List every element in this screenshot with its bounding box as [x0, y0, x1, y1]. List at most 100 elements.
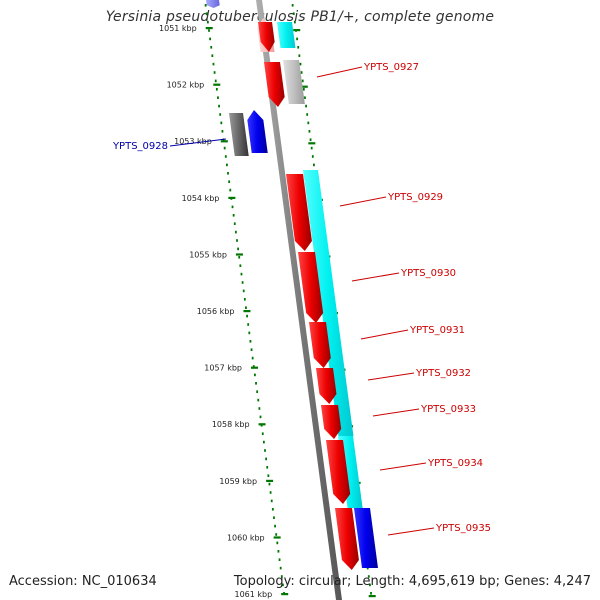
tick-dots-right	[292, 12, 295, 15]
label-leader-line	[351, 272, 400, 282]
kbp-tick-left	[266, 479, 274, 482]
tick-dots-right	[300, 71, 303, 74]
gene-arrow-YPTS_0935[interactable]	[335, 508, 359, 570]
gene-block-gray-0927[interactable]	[283, 60, 305, 104]
label-leader-line	[169, 138, 227, 147]
tick-dots-left	[270, 499, 273, 503]
label-leader-line	[367, 372, 415, 381]
gene-label-ypts_0935[interactable]: YPTS_0935	[435, 523, 491, 534]
gene-label-ypts_0934[interactable]: YPTS_0934	[427, 458, 483, 469]
tick-dots-right	[296, 37, 299, 41]
tick-dots-left	[205, 12, 208, 15]
tick-dots-right	[313, 163, 315, 167]
tick-dots-left	[218, 104, 220, 108]
tick-dots-left	[240, 272, 243, 276]
kbp-tick-left	[228, 196, 236, 199]
gene-label-ypts_0933[interactable]: YPTS_0933	[420, 404, 476, 415]
gene-arrow-YPTS_0930[interactable]	[298, 252, 324, 323]
gene-label-ypts_0928[interactable]: YPTS_0928	[112, 141, 168, 152]
tick-dots-right	[299, 62, 302, 66]
gene-arrow-YPTS_0932[interactable]	[316, 368, 337, 404]
label-leader-line	[339, 196, 387, 207]
tick-dots-left	[259, 415, 262, 419]
kbp-tick-right	[308, 142, 316, 145]
tick-dots-left	[239, 264, 242, 267]
kbp-tick-left	[251, 366, 259, 369]
tick-dots-left	[271, 508, 274, 511]
tick-dots-left	[241, 281, 244, 284]
tick-dots-left	[246, 314, 248, 318]
tick-dots-left	[229, 188, 232, 192]
gene-arrow-top-red[interactable]	[258, 22, 275, 52]
tick-dots-left	[264, 449, 266, 452]
tick-dots-left	[227, 172, 229, 175]
tick-dots-left	[237, 247, 240, 251]
gene-block-top-cyan[interactable]	[277, 22, 296, 48]
gene-labels[interactable]: YPTS_0927 YPTS_0928 YPTS_0929 YPTS_0930 YPTS…	[112, 62, 491, 534]
gene-arrow-YPTS_0933[interactable]	[321, 405, 342, 439]
tick-dots-right	[307, 121, 310, 125]
gene-arrow-partial-top[interactable]	[206, 0, 220, 8]
tick-dots-right	[308, 130, 311, 133]
tick-dots-left	[234, 230, 237, 234]
gene-arrow-YPTS_0928[interactable]	[247, 110, 268, 153]
kbp-label: 1057 kbp	[204, 364, 242, 373]
kbp-label: 1054 kbp	[182, 194, 220, 203]
tick-dots-left	[251, 356, 254, 360]
genome-stats-text: Topology: circular; Length: 4,695,619 bp…	[233, 574, 591, 589]
gene-label-ypts_0929[interactable]: YPTS_0929	[387, 192, 443, 203]
tick-dots-left	[236, 239, 238, 242]
kbp-label: 1060 kbp	[227, 533, 265, 542]
tick-dots-left	[215, 88, 218, 91]
kbp-tick-right	[293, 29, 301, 32]
tick-dots-left	[269, 491, 272, 494]
tick-dots-right	[311, 155, 314, 158]
gene-arrow-YPTS_0927[interactable]	[264, 62, 285, 107]
tick-dots-left	[282, 583, 284, 587]
kbp-tick-right	[368, 595, 376, 598]
label-leader-line	[360, 329, 409, 340]
tick-dots-left	[228, 180, 231, 183]
tick-dots-right	[370, 592, 372, 595]
tick-dots-left	[219, 113, 222, 116]
tick-dots-left	[247, 323, 250, 326]
tick-dots-left	[256, 390, 259, 393]
tick-dots-left	[211, 54, 214, 57]
tick-dots-left	[220, 121, 223, 125]
tick-dots-left	[255, 382, 257, 385]
kbp-label: 1051 kbp	[159, 24, 197, 33]
label-leader-line	[379, 462, 427, 471]
gene-block-YPTS_0928-gray[interactable]	[229, 113, 249, 156]
tick-dots-right	[302, 88, 305, 91]
tick-dots-left	[268, 482, 271, 486]
accession-text: Accession: NC_010634	[9, 574, 157, 589]
label-leader-line	[387, 527, 435, 536]
tick-dots-left	[266, 466, 269, 469]
tick-dots-left	[217, 96, 219, 99]
gene-block-cyan-long[interactable]	[303, 170, 354, 436]
tick-dots-left	[257, 398, 260, 402]
genome-title: Yersinia pseudotuberculosis PB1/+, compl…	[105, 9, 495, 25]
gene-arrow-YPTS_0934[interactable]	[326, 440, 351, 504]
gene-label-ypts_0931[interactable]: YPTS_0931	[409, 325, 465, 336]
tick-dots-left	[204, 4, 207, 7]
gene-arrow-YPTS_0929[interactable]	[286, 174, 312, 251]
tick-dots-left	[212, 62, 215, 66]
tick-dots-left	[231, 205, 234, 209]
gene-label-ypts_0930[interactable]: YPTS_0930	[400, 268, 456, 279]
kbp-label: 1059 kbp	[219, 477, 257, 486]
gene-label-ypts_0932[interactable]: YPTS_0932	[415, 368, 471, 379]
kbp-label: 1058 kbp	[212, 420, 250, 429]
gene-track[interactable]	[206, 0, 378, 570]
tick-dots-left	[226, 163, 228, 167]
tick-dots-left	[221, 130, 224, 133]
tick-dots-right	[309, 138, 312, 141]
gene-label-ypts_0927[interactable]: YPTS_0927	[363, 62, 419, 73]
tick-dots-left	[233, 222, 236, 225]
gene-arrow-YPTS_0931[interactable]	[309, 322, 331, 368]
tick-dots-left	[252, 365, 255, 368]
kbp-label: 1053 kbp	[174, 137, 212, 146]
gene-block-blue-0935[interactable]	[354, 508, 378, 568]
kbp-tick-left	[213, 83, 221, 86]
